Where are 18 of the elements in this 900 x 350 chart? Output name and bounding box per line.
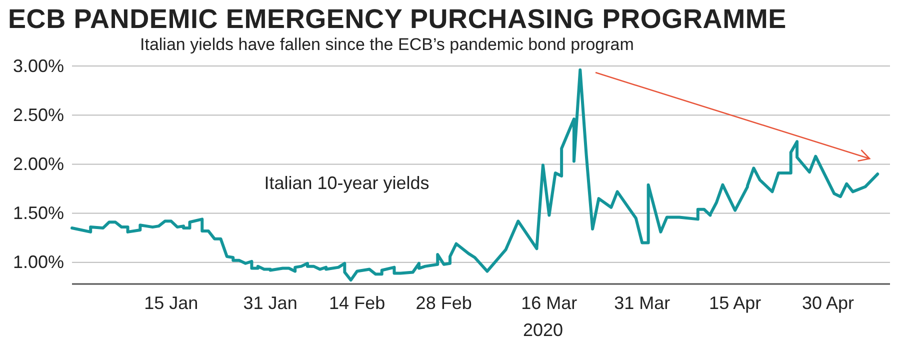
chart-title: ECB PANDEMIC EMERGENCY PURCHASING PROGRAMME [8, 4, 786, 34]
y-tick-label: 3.00% [12, 56, 64, 76]
x-tick-label: 28 Feb [416, 292, 472, 313]
line-series [70, 68, 880, 282]
x-tick-label: 15 Apr [709, 292, 762, 313]
x-tick-label: 14 Feb [329, 292, 386, 313]
x-tick-label: 30 Apr [802, 292, 854, 313]
chart-subtitle: Italian yields have fallen since the ECB’s pandemic bond program [140, 35, 634, 54]
y-tick-label: 1.00% [12, 252, 64, 272]
x-tick-label: 15 Jan [144, 292, 198, 313]
y-tick-label: 1.50% [12, 203, 64, 224]
x-axis-title: 2020 [522, 320, 563, 340]
x-tick-label: 31 Mar [614, 292, 670, 313]
text: Italian 10-year yields [264, 173, 430, 194]
y-tick-label: 2.00% [12, 154, 64, 174]
x-tick-label: 31 Jan [243, 292, 298, 313]
x-tick-label: 16 Mar [521, 292, 578, 313]
y-tick-label: 2.50% [12, 104, 64, 125]
